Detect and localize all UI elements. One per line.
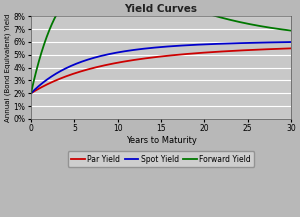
Forward Yield [289, 29, 293, 32]
Par Yield [134, 58, 138, 61]
Par Yield [144, 57, 147, 60]
Spot Yield [232, 42, 236, 45]
Line: Spot Yield: Spot Yield [31, 42, 291, 93]
Spot Yield [134, 48, 138, 51]
Forward Yield [232, 20, 236, 22]
Par Yield [232, 49, 236, 52]
Par Yield [29, 92, 33, 95]
Forward Yield [56, 11, 59, 14]
X-axis label: Years to Maturity: Years to Maturity [125, 136, 196, 145]
Line: Par Yield: Par Yield [31, 48, 291, 93]
Par Yield [289, 47, 293, 50]
Legend: Par Yield, Spot Yield, Forward Yield: Par Yield, Spot Yield, Forward Yield [68, 151, 254, 167]
Spot Yield [144, 47, 147, 50]
Par Yield [237, 49, 240, 52]
Spot Yield [208, 43, 211, 46]
Title: Yield Curves: Yield Curves [124, 4, 197, 14]
Par Yield [208, 51, 211, 54]
Spot Yield [29, 92, 33, 94]
Spot Yield [289, 41, 293, 43]
Spot Yield [56, 71, 59, 74]
Forward Yield [237, 21, 241, 23]
Forward Yield [208, 13, 211, 16]
Y-axis label: Annual (Bond Equivalent) Yield: Annual (Bond Equivalent) Yield [4, 13, 11, 122]
Par Yield [56, 78, 59, 81]
Spot Yield [237, 42, 240, 44]
Line: Forward Yield: Forward Yield [31, 0, 291, 93]
Forward Yield [29, 92, 33, 94]
